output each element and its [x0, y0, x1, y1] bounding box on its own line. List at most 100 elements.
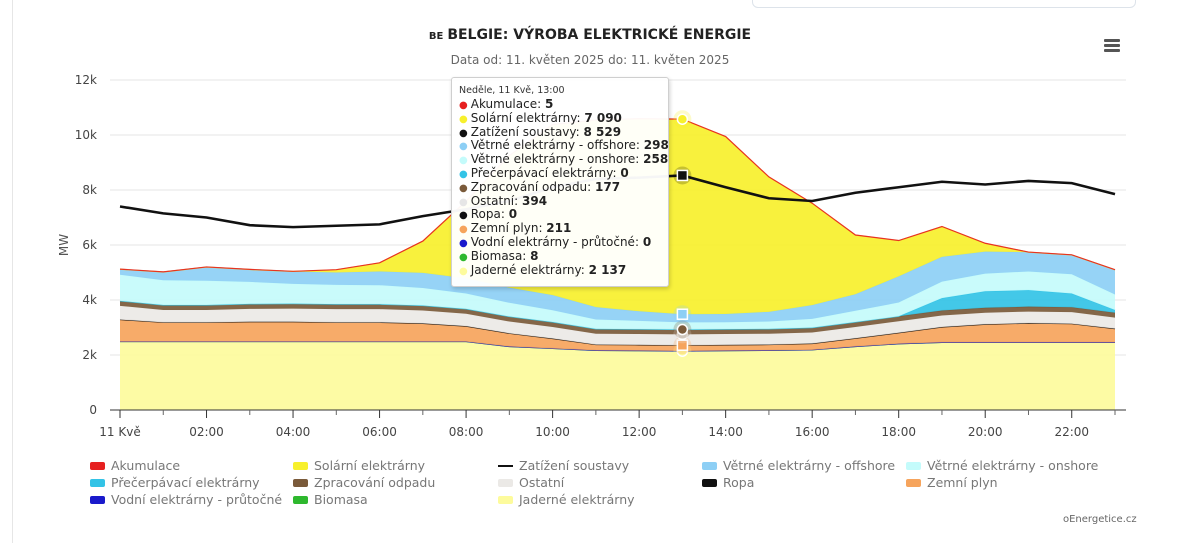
- tooltip-row: ● Zemní plyn: 211: [459, 222, 571, 236]
- chart-title: BE BELGIE: VÝROBA ELEKTRICKÉ ENERGIE: [0, 27, 1180, 43]
- tooltip-dot-icon: ●: [459, 196, 468, 208]
- legend-swatch: [293, 495, 308, 504]
- tooltip-row: ● Ostatní: 394: [459, 193, 548, 209]
- tooltip-row: ● Větrné elektrárny - offshore: 298: [459, 139, 669, 153]
- legend-item[interactable]: Zemní plyn: [906, 475, 998, 490]
- legend-label: Větrné elektrárny - offshore: [723, 458, 896, 473]
- tooltip-value: 177: [595, 179, 621, 194]
- legend-swatch: [90, 495, 105, 504]
- tooltip-dot-icon: ●: [459, 127, 468, 139]
- tooltip-dot-icon: ●: [459, 265, 468, 277]
- chart-subtitle: Data od: 11. květen 2025 do: 11. květen …: [450, 53, 730, 67]
- tooltip-dot-icon: ●: [459, 210, 468, 222]
- tooltip-value: 5: [544, 97, 554, 111]
- legend-swatch: [498, 478, 513, 487]
- legend-item[interactable]: Jaderné elektrárny: [498, 492, 635, 507]
- tooltip-value: 211: [546, 221, 572, 236]
- tooltip-value: 8: [530, 248, 539, 263]
- legend-label: Akumulace: [111, 458, 181, 473]
- legend-swatch: [293, 461, 308, 470]
- tooltip-value: 0: [620, 166, 629, 180]
- tooltip-label: Zpracování odpadu:: [470, 179, 596, 194]
- tooltip-value: 8 529: [583, 124, 622, 139]
- tooltip-dot-icon: ●: [459, 113, 468, 125]
- tooltip-label: Větrné elektrárny - offshore:: [470, 138, 644, 153]
- tooltip: Neděle, 11 Kvě, 13:00 ● Akumulace: 5 ● Solá…: [451, 77, 669, 287]
- tooltip-value: 2 137: [588, 262, 627, 277]
- tooltip-label: Vodní elektrárny - průtočné:: [470, 235, 643, 249]
- legend-item[interactable]: Větrné elektrárny - offshore: [702, 458, 895, 473]
- tooltip-value: 0: [508, 207, 518, 222]
- legend-item[interactable]: Ostatní: [498, 475, 564, 490]
- legend-swatch: [293, 478, 308, 487]
- tooltip-value: 298: [643, 138, 669, 153]
- legend-item[interactable]: Přečerpávací elektrárny: [90, 475, 260, 490]
- legend-swatch: [498, 464, 513, 467]
- tooltip-label: Solární elektrárny:: [470, 110, 585, 125]
- legend-swatch: [90, 478, 105, 487]
- legend-item[interactable]: Solární elektrárny: [293, 458, 425, 473]
- legend-label: Solární elektrárny: [314, 458, 426, 473]
- tooltip-dot-icon: ●: [459, 251, 468, 263]
- tooltip-row: ● Jaderné elektrárny: 2 137: [459, 262, 627, 278]
- hamburger-menu-icon[interactable]: [1104, 38, 1122, 52]
- legend-swatch: [906, 461, 921, 470]
- tooltip-row: ● Solární elektrárny: 7 090: [459, 110, 622, 126]
- tooltip-dot-icon: ●: [459, 238, 468, 249]
- legend-swatch: [906, 478, 921, 487]
- top-panel-edge: [752, 0, 1136, 8]
- chart-title-text: BELGIE: VÝROBA ELEKTRICKÉ ENERGIE: [447, 27, 752, 43]
- tooltip-value: 394: [522, 193, 548, 208]
- legend-label: Jaderné elektrárny: [519, 492, 635, 507]
- tooltip-label: Ropa:: [470, 207, 509, 222]
- legend-swatch: [702, 461, 717, 470]
- legend-label: Biomasa: [314, 492, 368, 507]
- legend-label: Zatížení soustavy: [519, 458, 630, 473]
- tooltip-dot-icon: ●: [459, 100, 468, 111]
- legend-label: Vodní elektrárny - průtočné: [111, 492, 283, 507]
- tooltip-label: Zemní plyn:: [470, 221, 547, 236]
- legend-item[interactable]: Zpracování odpadu: [293, 475, 435, 490]
- legend-item[interactable]: Ropa: [702, 475, 754, 490]
- tooltip-dot-icon: ●: [459, 155, 468, 167]
- tooltip-label: Zatížení soustavy:: [470, 124, 584, 139]
- legend-label: Zpracování odpadu: [314, 475, 436, 490]
- tooltip-row: ● Větrné elektrárny - onshore: 258: [459, 153, 668, 167]
- legend-item[interactable]: Akumulace: [90, 458, 180, 473]
- tooltip-dot-icon: ●: [459, 169, 468, 180]
- tooltip-row: ● Přečerpávací elektrárny: 0: [459, 167, 629, 181]
- tooltip-label: Větrné elektrárny - onshore:: [470, 152, 644, 167]
- tooltip-value: 258: [643, 152, 669, 167]
- tooltip-row: ● Vodní elektrárny - průtočné: 0: [459, 236, 651, 250]
- tooltip-value: 7 090: [584, 110, 622, 125]
- tooltip-dot-icon: ●: [459, 141, 468, 153]
- tooltip-row: ● Ropa: 0: [459, 208, 517, 222]
- tooltip-label: Jaderné elektrárny:: [470, 262, 589, 277]
- tooltip-label: Akumulace:: [470, 97, 545, 111]
- legend-item[interactable]: Větrné elektrárny - onshore: [906, 458, 1098, 473]
- tooltip-header: Neděle, 11 Kvě, 13:00: [459, 85, 565, 96]
- tooltip-row: ● Zatížení soustavy: 8 529: [459, 124, 622, 140]
- legend-label: Větrné elektrárny - onshore: [927, 458, 1099, 473]
- legend-item[interactable]: Zatížení soustavy: [498, 458, 629, 473]
- tooltip-value: 0: [642, 235, 652, 249]
- tooltip-row: ● Biomasa: 8: [459, 248, 539, 264]
- tooltip-dot-icon: ●: [459, 182, 468, 194]
- legend-swatch: [90, 461, 105, 470]
- legend-label: Přečerpávací elektrárny: [111, 475, 260, 490]
- legend-label: Ropa: [723, 475, 755, 490]
- country-code: BE: [428, 31, 444, 42]
- legend-swatch: [498, 495, 513, 504]
- legend-item[interactable]: Biomasa: [293, 492, 368, 507]
- tooltip-dot-icon: ●: [459, 224, 468, 236]
- legend-label: Zemní plyn: [927, 475, 998, 490]
- legend-swatch: [702, 478, 717, 487]
- tooltip-label: Biomasa:: [470, 248, 531, 263]
- tooltip-label: Ostatní:: [470, 193, 522, 208]
- tooltip-row: ● Akumulace: 5: [459, 98, 553, 112]
- legend-item[interactable]: Vodní elektrárny - průtočné: [90, 492, 282, 507]
- credit-text: oEnergetice.cz: [1063, 514, 1137, 525]
- tooltip-row: ● Zpracování odpadu: 177: [459, 179, 621, 195]
- legend-label: Ostatní: [519, 475, 565, 490]
- tooltip-label: Přečerpávací elektrárny:: [470, 166, 621, 180]
